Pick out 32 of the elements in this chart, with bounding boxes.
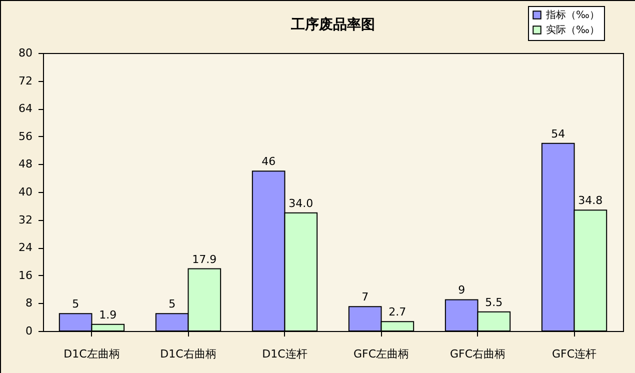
x-tick-label: D1C左曲柄 bbox=[64, 348, 120, 360]
y-tick-label: 32 bbox=[18, 213, 32, 226]
data-label: 46 bbox=[262, 155, 276, 168]
data-label: 9 bbox=[458, 284, 466, 297]
data-label: 1.9 bbox=[99, 308, 117, 322]
x-tick-label: D1C右曲柄 bbox=[160, 348, 216, 360]
y-tick-label: 16 bbox=[18, 268, 32, 282]
data-label: 7 bbox=[362, 290, 369, 304]
data-label: 34.0 bbox=[288, 196, 314, 210]
x-tick-label: GFC右曲柄 bbox=[450, 348, 506, 360]
y-tick-label: 56 bbox=[18, 130, 32, 143]
y-tick-label: 40 bbox=[18, 186, 32, 198]
y-tick-label: 64 bbox=[18, 102, 32, 116]
y-tick-label: 80 bbox=[18, 46, 32, 60]
chart-title: 工序废品率图 bbox=[290, 16, 375, 33]
y-tick-label: 8 bbox=[26, 296, 32, 310]
y-tick-label: 48 bbox=[18, 158, 32, 171]
data-label: 2.7 bbox=[388, 306, 406, 319]
x-tick-label: D1C连杆 bbox=[262, 348, 308, 360]
y-tick-label: 24 bbox=[18, 241, 32, 254]
data-label: 5.5 bbox=[485, 296, 503, 309]
data-label: 5 bbox=[168, 298, 176, 311]
data-label: 5 bbox=[72, 298, 80, 311]
legend-label: 实际（‰） bbox=[546, 24, 600, 36]
data-label: 17.9 bbox=[192, 252, 217, 266]
y-tick-label: 0 bbox=[26, 324, 32, 338]
x-tick-label: GFC左曲柄 bbox=[353, 348, 410, 360]
x-tick-label: GFC连杆 bbox=[552, 348, 597, 360]
legend-label: 指标（‰） bbox=[545, 9, 600, 21]
data-label: 54 bbox=[551, 127, 566, 140]
y-tick-label: 72 bbox=[18, 74, 32, 88]
data-label: 34.8 bbox=[578, 194, 603, 208]
